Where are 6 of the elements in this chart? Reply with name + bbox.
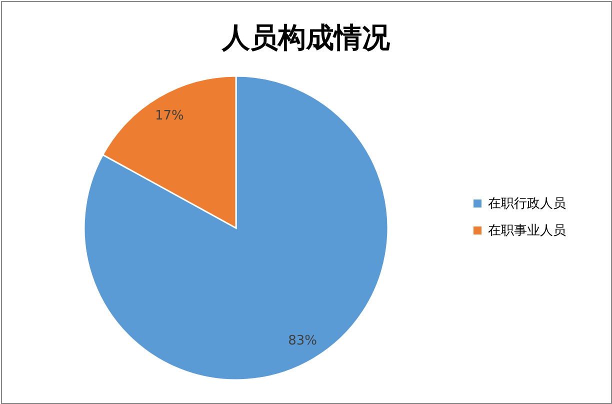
- legend-label: 在职事业人员: [488, 224, 566, 238]
- chart-title: 人员构成情况: [221, 21, 391, 54]
- legend-label: 在职行政人员: [488, 196, 566, 212]
- pie-slice: [83, 75, 389, 381]
- data-label: 17%: [155, 108, 184, 124]
- data-label: 83%: [288, 334, 317, 349]
